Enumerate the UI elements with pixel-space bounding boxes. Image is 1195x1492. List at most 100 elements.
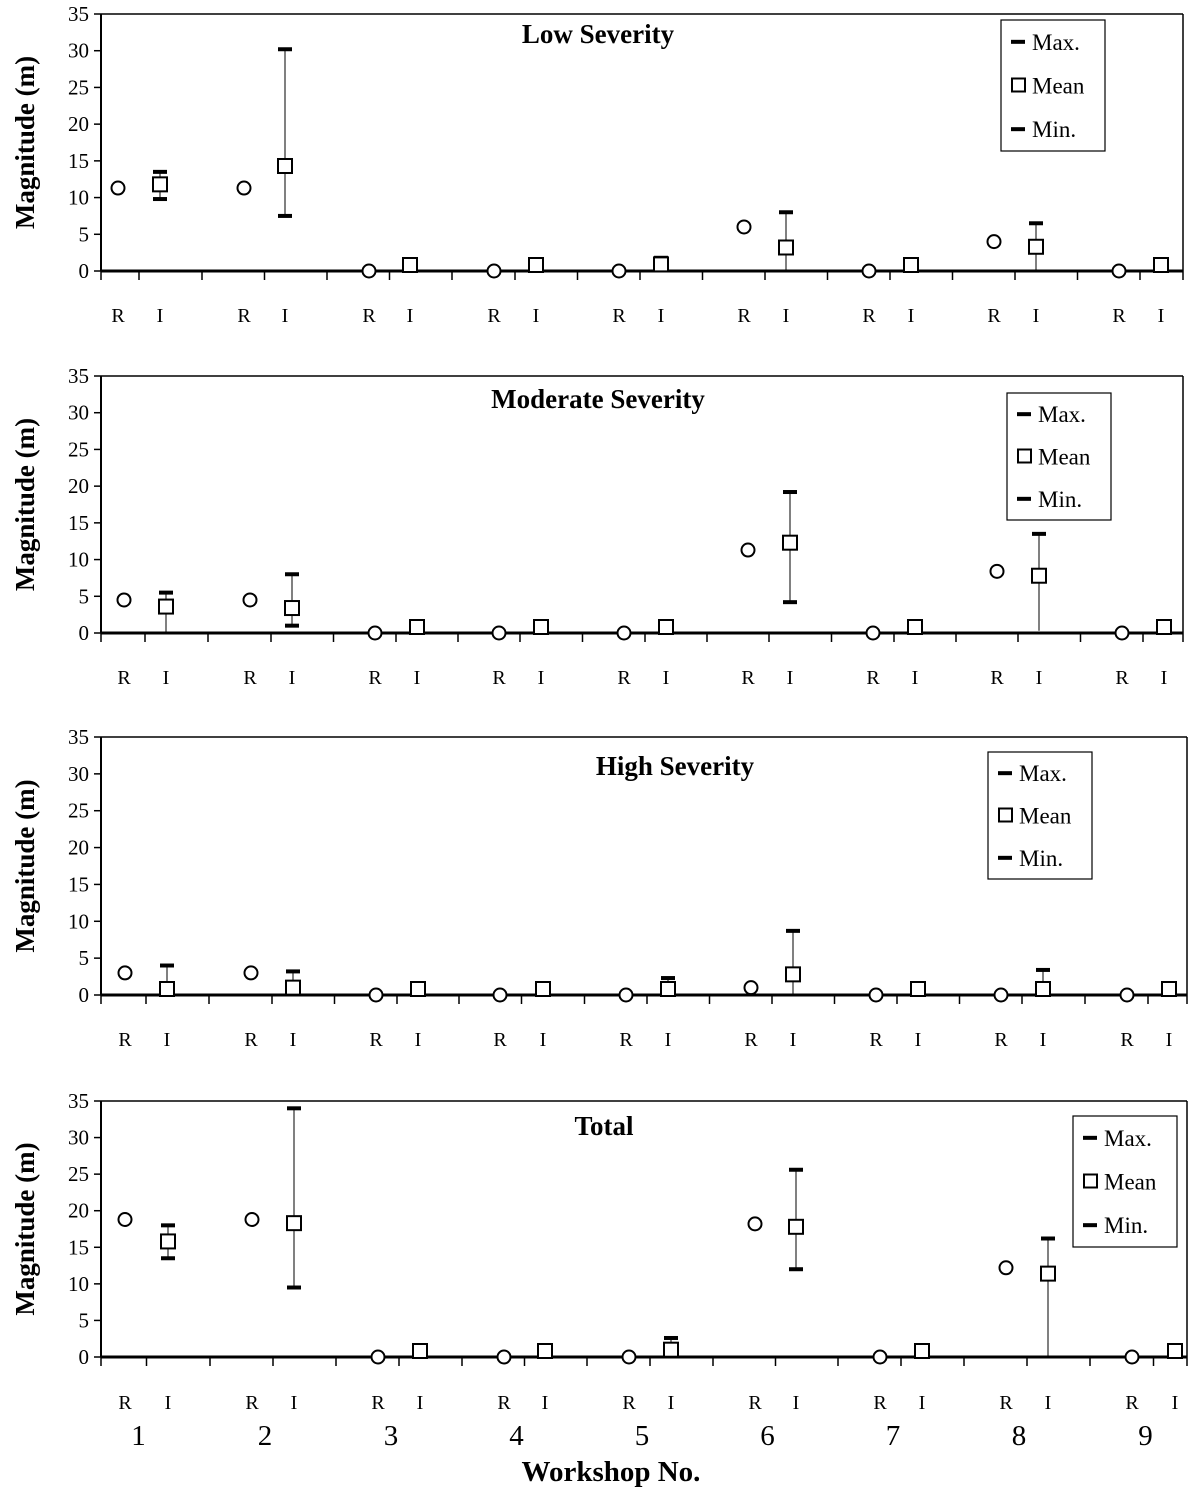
mean-marker (1028, 238, 1044, 255)
r-point (1114, 625, 1130, 641)
r-label: R (245, 1392, 259, 1414)
legend-label: Max. (1104, 1126, 1152, 1151)
i-label: I (538, 667, 545, 689)
r-point (1119, 987, 1135, 1003)
mean-marker (653, 256, 669, 273)
i-label: I (533, 305, 540, 327)
mean-marker (1153, 257, 1169, 273)
r-point (865, 625, 881, 641)
y-tick-label: 5 (79, 1308, 90, 1332)
r-point (236, 180, 252, 196)
r-label: R (741, 667, 755, 689)
workshop-number: 4 (509, 1420, 524, 1452)
y-tick-label: 10 (68, 548, 89, 572)
r-label: R (1112, 305, 1126, 327)
i-label: I (291, 1392, 298, 1414)
legend-mean-symbol (998, 807, 1013, 823)
mean-marker (152, 176, 168, 193)
r-label: R (1115, 667, 1129, 689)
workshop-number: 9 (1138, 1420, 1153, 1452)
y-axis-label: Magnitude (m) (10, 1142, 40, 1315)
r-point (736, 219, 752, 235)
y-tick-label: 30 (68, 762, 89, 786)
r-label: R (244, 1029, 258, 1051)
r-label: R (1125, 1392, 1139, 1414)
mean-marker (533, 619, 549, 635)
r-point (998, 1260, 1014, 1276)
y-tick-label: 15 (68, 872, 89, 896)
mean-marker (410, 981, 426, 997)
i-label: I (912, 667, 919, 689)
r-point (989, 563, 1005, 579)
r-point (740, 542, 756, 558)
mean-marker (907, 619, 923, 635)
r-label: R (117, 667, 131, 689)
legend-label: Min. (1104, 1213, 1148, 1238)
r-label: R (371, 1392, 385, 1414)
i-label: I (1036, 667, 1043, 689)
chart-panel-1: 0 5 10 15 20 25 30 35 Magnitude (m) R I R I R I R I R I R I R… (10, 2, 1184, 327)
mean-marker (660, 981, 676, 997)
mean-marker (285, 979, 301, 996)
y-tick-label: 35 (68, 364, 89, 388)
mean-marker (785, 966, 801, 983)
y-tick-label: 0 (79, 259, 90, 283)
workshop-number: 3 (384, 1420, 399, 1452)
r-point (117, 1211, 133, 1227)
r-label: R (493, 1029, 507, 1051)
mean-marker (277, 157, 293, 174)
y-tick-label: 15 (68, 1235, 89, 1259)
legend-label: Mean (1038, 445, 1091, 470)
r-point (993, 987, 1009, 1003)
i-label: I (663, 667, 670, 689)
mean-marker (409, 619, 425, 635)
r-label: R (622, 1392, 636, 1414)
r-point (367, 625, 383, 641)
chart-title: Low Severity (522, 19, 675, 49)
i-label: I (282, 305, 289, 327)
r-point (496, 1349, 512, 1365)
legend: Max. Mean Min. (1000, 19, 1106, 152)
r-point (370, 1349, 386, 1365)
y-tick-label: 15 (68, 511, 89, 535)
mean-marker (412, 1343, 428, 1359)
r-point (743, 980, 759, 996)
y-tick-label: 20 (68, 836, 89, 860)
y-tick-label: 5 (79, 222, 90, 246)
legend-mean-symbol (1011, 77, 1026, 93)
i-label: I (1158, 305, 1165, 327)
mean-marker (788, 1218, 804, 1235)
i-label: I (790, 1029, 797, 1051)
y-axis-label: Magnitude (m) (10, 418, 40, 591)
workshop-number: 6 (760, 1420, 775, 1452)
y-tick-label: 10 (68, 1272, 89, 1296)
mean-marker (159, 981, 175, 997)
r-label: R (111, 305, 125, 327)
i-label: I (157, 305, 164, 327)
r-label: R (487, 305, 501, 327)
legend-mean-symbol (1083, 1173, 1098, 1189)
mean-marker (535, 981, 551, 997)
r-point (361, 263, 377, 279)
legend-mean-symbol (1017, 448, 1032, 464)
r-point (110, 180, 126, 196)
r-point (986, 234, 1002, 250)
mean-marker (1031, 567, 1047, 584)
workshop-number: 2 (258, 1420, 273, 1452)
r-label: R (369, 1029, 383, 1051)
r-label: R (619, 1029, 633, 1051)
r-label: R (990, 667, 1004, 689)
y-tick-label: 20 (68, 1199, 89, 1223)
workshop-number: 7 (886, 1420, 901, 1452)
i-label: I (1045, 1392, 1052, 1414)
y-tick-label: 25 (68, 799, 89, 823)
mean-marker (1156, 619, 1172, 635)
chart-title: High Severity (596, 751, 755, 781)
i-label: I (407, 305, 414, 327)
y-tick-label: 30 (68, 39, 89, 63)
r-point (486, 263, 502, 279)
x-axis-label: Workshop No. (522, 1456, 701, 1488)
y-tick-label: 20 (68, 474, 89, 498)
r-point (117, 965, 133, 981)
